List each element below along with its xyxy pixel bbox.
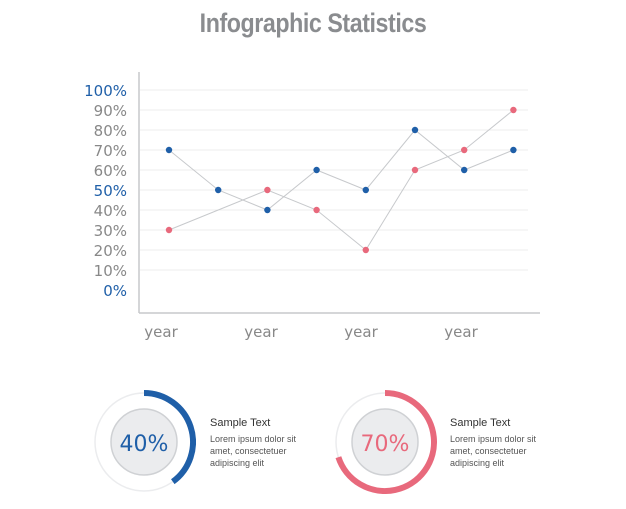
y-tick-label: 0%	[103, 282, 127, 300]
y-tick-label: 100%	[84, 82, 127, 100]
y-tick-label: 20%	[94, 242, 127, 260]
y-tick-label: 40%	[94, 202, 127, 220]
stat-heading-1: Sample Text	[210, 417, 271, 429]
x-tick-label: year	[344, 323, 378, 341]
series-2-point	[264, 186, 271, 194]
series-2-point	[461, 146, 468, 154]
series-1-point	[461, 166, 468, 174]
page-title: Infographic Statistics	[199, 8, 427, 38]
series-2-point	[165, 226, 173, 234]
series-2-point	[411, 166, 419, 174]
series-1-point	[215, 186, 222, 194]
y-tick-label: 60%	[94, 162, 127, 180]
series-1-point	[264, 206, 271, 214]
series-1-point	[165, 146, 173, 154]
stat-body-2: Lorem ipsum dolor sit amet, consectetuer…	[450, 434, 537, 468]
y-tick-label: 50%	[94, 182, 127, 200]
series-1-point	[362, 186, 369, 194]
x-tick-label: year	[144, 323, 178, 341]
stat-caption-1: Sample Text Lorem ipsum dolor sit amet, …	[210, 417, 320, 469]
donut-ring-2: 70%	[335, 390, 437, 494]
donut-value-1: 40%	[120, 432, 169, 457]
donut-ring-1: 40%	[94, 390, 196, 492]
y-tick-label: 30%	[94, 222, 127, 240]
x-tick-label: year	[244, 323, 278, 341]
y-tick-label: 80%	[94, 122, 127, 140]
donut-progress-arc-1	[143, 390, 196, 485]
series-line-1	[168, 129, 514, 211]
series-1-point	[313, 166, 320, 174]
donut-inner-disc-2	[351, 408, 419, 476]
y-tick-label: 90%	[94, 102, 127, 120]
stat-caption-2: Sample Text Lorem ipsum dolor sit amet, …	[450, 417, 560, 469]
series-2-point	[362, 246, 369, 254]
donut-value-2: 70%	[361, 432, 410, 457]
series-2-point	[313, 206, 320, 214]
stat-heading-2: Sample Text	[450, 417, 511, 429]
stat-donut-1: 40%	[92, 390, 196, 494]
x-tick-label: year	[444, 323, 478, 341]
donut-progress-arc-2	[335, 390, 437, 494]
y-tick-label: 10%	[94, 262, 127, 280]
series-1-point	[411, 126, 419, 134]
series-2-point	[510, 106, 517, 114]
stat-donut-2: 70%	[333, 390, 437, 494]
series-1-point	[510, 146, 517, 154]
donut-inner-disc-1	[110, 408, 178, 476]
y-tick-label: 70%	[94, 142, 127, 160]
stat-body-1: Lorem ipsum dolor sit amet, consectetuer…	[210, 434, 297, 468]
